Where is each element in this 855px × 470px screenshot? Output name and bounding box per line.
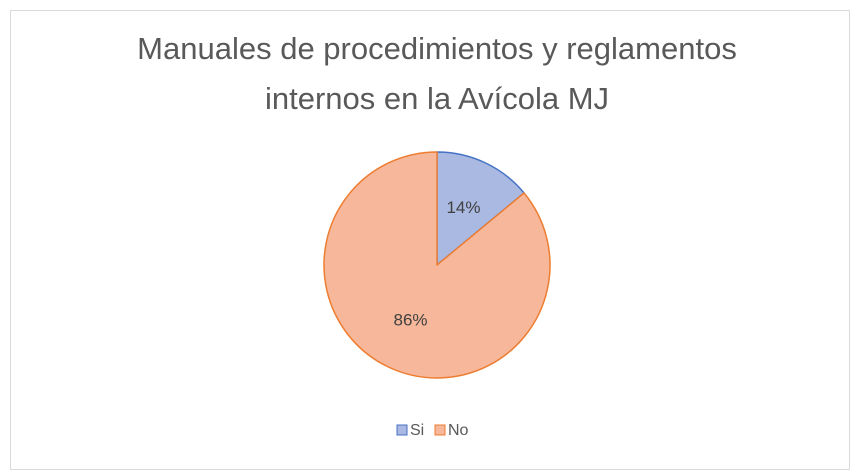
legend-swatch bbox=[396, 424, 408, 436]
data-label: 86% bbox=[394, 311, 428, 330]
pie-slice bbox=[436, 151, 525, 266]
data-label: 14% bbox=[446, 198, 480, 217]
legend-swatch bbox=[434, 424, 446, 436]
legend-label: No bbox=[448, 422, 469, 439]
legend-label: Si bbox=[410, 422, 424, 439]
chart-title: Manuales de procedimientos y reglamentos… bbox=[137, 31, 737, 116]
pie-slice bbox=[323, 151, 551, 379]
